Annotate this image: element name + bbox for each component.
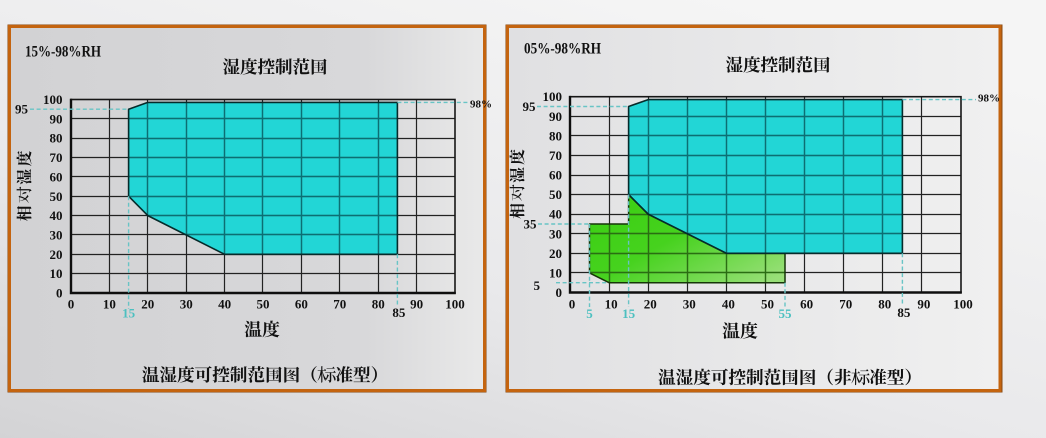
svg-text:10: 10 <box>549 265 562 280</box>
svg-text:90: 90 <box>549 109 562 124</box>
svg-text:20: 20 <box>549 246 562 261</box>
svg-text:100: 100 <box>543 89 563 104</box>
svg-text:5: 5 <box>534 278 541 293</box>
svg-text:50: 50 <box>549 187 562 202</box>
svg-text:50: 50 <box>257 297 270 312</box>
svg-text:20: 20 <box>644 297 657 312</box>
svg-text:98%: 98% <box>470 99 492 111</box>
svg-text:30: 30 <box>683 297 696 312</box>
svg-text:100: 100 <box>43 92 63 107</box>
svg-text:0: 0 <box>569 297 576 312</box>
svg-text:90: 90 <box>410 297 423 312</box>
svg-text:50: 50 <box>761 297 774 312</box>
svg-text:0: 0 <box>68 297 75 312</box>
svg-text:5: 5 <box>586 306 593 321</box>
svg-text:60: 60 <box>295 297 308 312</box>
svg-text:98%: 98% <box>978 93 1000 105</box>
svg-text:95: 95 <box>523 99 537 114</box>
svg-text:70: 70 <box>549 148 562 163</box>
svg-text:60: 60 <box>549 168 562 183</box>
svg-text:05%-98%RH: 05%-98%RH <box>524 41 601 58</box>
svg-text:30: 30 <box>549 226 562 241</box>
svg-text:30: 30 <box>180 297 193 312</box>
svg-text:15%-98%RH: 15%-98%RH <box>25 44 101 61</box>
svg-text:80: 80 <box>549 128 562 143</box>
svg-text:55: 55 <box>779 306 793 321</box>
svg-text:70: 70 <box>839 297 852 312</box>
svg-text:40: 40 <box>218 297 231 312</box>
svg-text:80: 80 <box>50 131 63 146</box>
svg-text:0: 0 <box>56 286 63 301</box>
svg-text:85: 85 <box>897 305 911 320</box>
svg-text:15: 15 <box>122 306 136 321</box>
svg-text:100: 100 <box>953 297 973 312</box>
svg-text:80: 80 <box>878 297 891 312</box>
svg-text:40: 40 <box>549 207 562 222</box>
svg-text:50: 50 <box>50 189 63 204</box>
svg-text:0: 0 <box>556 285 563 300</box>
svg-text:90: 90 <box>50 111 63 126</box>
svg-text:60: 60 <box>50 169 63 184</box>
svg-text:15: 15 <box>622 306 636 321</box>
svg-text:90: 90 <box>917 297 930 312</box>
svg-text:70: 70 <box>333 297 346 312</box>
svg-text:85: 85 <box>392 305 406 320</box>
svg-text:20: 20 <box>141 297 154 312</box>
svg-text:40: 40 <box>50 208 63 223</box>
svg-text:20: 20 <box>50 247 63 262</box>
svg-text:40: 40 <box>722 297 735 312</box>
svg-text:100: 100 <box>445 297 465 312</box>
svg-text:10: 10 <box>103 297 116 312</box>
svg-text:95: 95 <box>15 102 29 117</box>
svg-text:10: 10 <box>50 266 63 281</box>
svg-text:35: 35 <box>524 217 538 232</box>
svg-text:60: 60 <box>800 297 813 312</box>
svg-text:30: 30 <box>50 227 63 242</box>
svg-text:80: 80 <box>372 297 385 312</box>
svg-text:10: 10 <box>605 297 618 312</box>
svg-text:70: 70 <box>50 150 63 165</box>
